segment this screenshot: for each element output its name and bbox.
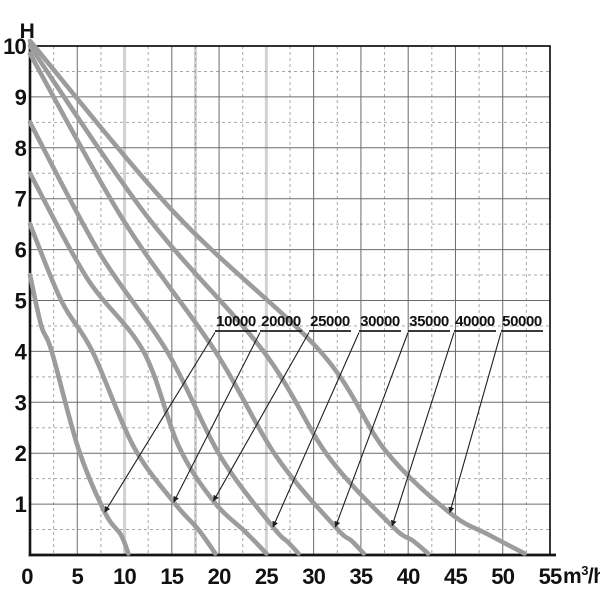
callout-labels-group: 10000 20000 25000 30000 35000 40000 50000 (215, 313, 543, 332)
x-tick-label-40: 40 (397, 564, 420, 589)
series-label-35000: 35000 (409, 313, 449, 330)
x-tick-label-0: 0 (21, 564, 33, 589)
curve-50000 (27, 38, 527, 556)
y-tick-label-10: 10 (3, 34, 26, 59)
x-tick-label-45: 45 (444, 564, 467, 589)
leader-line-30000 (272, 332, 360, 528)
y-tick-label-7: 7 (15, 187, 27, 212)
x-tick-label-15: 15 (160, 564, 183, 589)
curve-40000 (27, 43, 431, 556)
x-tick-label-35: 35 (349, 564, 372, 589)
x-axis-unit-suffix: /h (588, 565, 600, 588)
series-label-30000: 30000 (360, 313, 400, 330)
y-tick-label-1: 1 (15, 492, 27, 517)
y-tick-label-4: 4 (15, 339, 28, 364)
x-tick-label-20: 20 (208, 564, 231, 589)
x-tick-label-55: 55 (539, 564, 562, 589)
y-tick-label-9: 9 (15, 85, 27, 110)
x-tick-label-10: 10 (113, 564, 136, 589)
leader-line-50000 (448, 332, 502, 514)
y-tick-label-5: 5 (15, 289, 27, 314)
y-tick-label-6: 6 (15, 238, 27, 263)
series-label-10000: 10000 (216, 313, 256, 330)
x-tick-label-25: 25 (255, 564, 278, 589)
x-tick-label-30: 30 (302, 564, 325, 589)
leader-line-20000 (173, 332, 261, 503)
curve-10000 (27, 272, 131, 556)
x-axis-unit-superscript: 3 (581, 563, 588, 578)
series-label-25000: 25000 (310, 313, 350, 330)
y-tick-label-8: 8 (15, 136, 27, 161)
series-label-20000: 20000 (261, 313, 301, 330)
x-axis-unit-prefix: m (563, 565, 581, 588)
leader-line-40000 (390, 332, 455, 527)
pump-curves-group (27, 38, 527, 556)
leader-line-35000 (334, 332, 409, 528)
series-label-50000: 50000 (502, 313, 542, 330)
callout-leaders-group (104, 332, 502, 528)
y-tick-label-3: 3 (15, 390, 27, 415)
x-axis-unit: m3/h (563, 563, 600, 588)
curve-30000 (27, 120, 301, 556)
curve-35000 (27, 51, 366, 556)
leader-line-10000 (104, 332, 216, 513)
curve-20000 (27, 221, 218, 556)
x-tick-label-5: 5 (72, 564, 84, 589)
curve-25000 (27, 171, 269, 556)
leader-line-25000 (212, 332, 310, 502)
y-axis-title: H (20, 20, 35, 43)
y-tick-label-2: 2 (15, 441, 27, 466)
x-tick-label-50: 50 (491, 564, 514, 589)
series-label-40000: 40000 (455, 313, 495, 330)
